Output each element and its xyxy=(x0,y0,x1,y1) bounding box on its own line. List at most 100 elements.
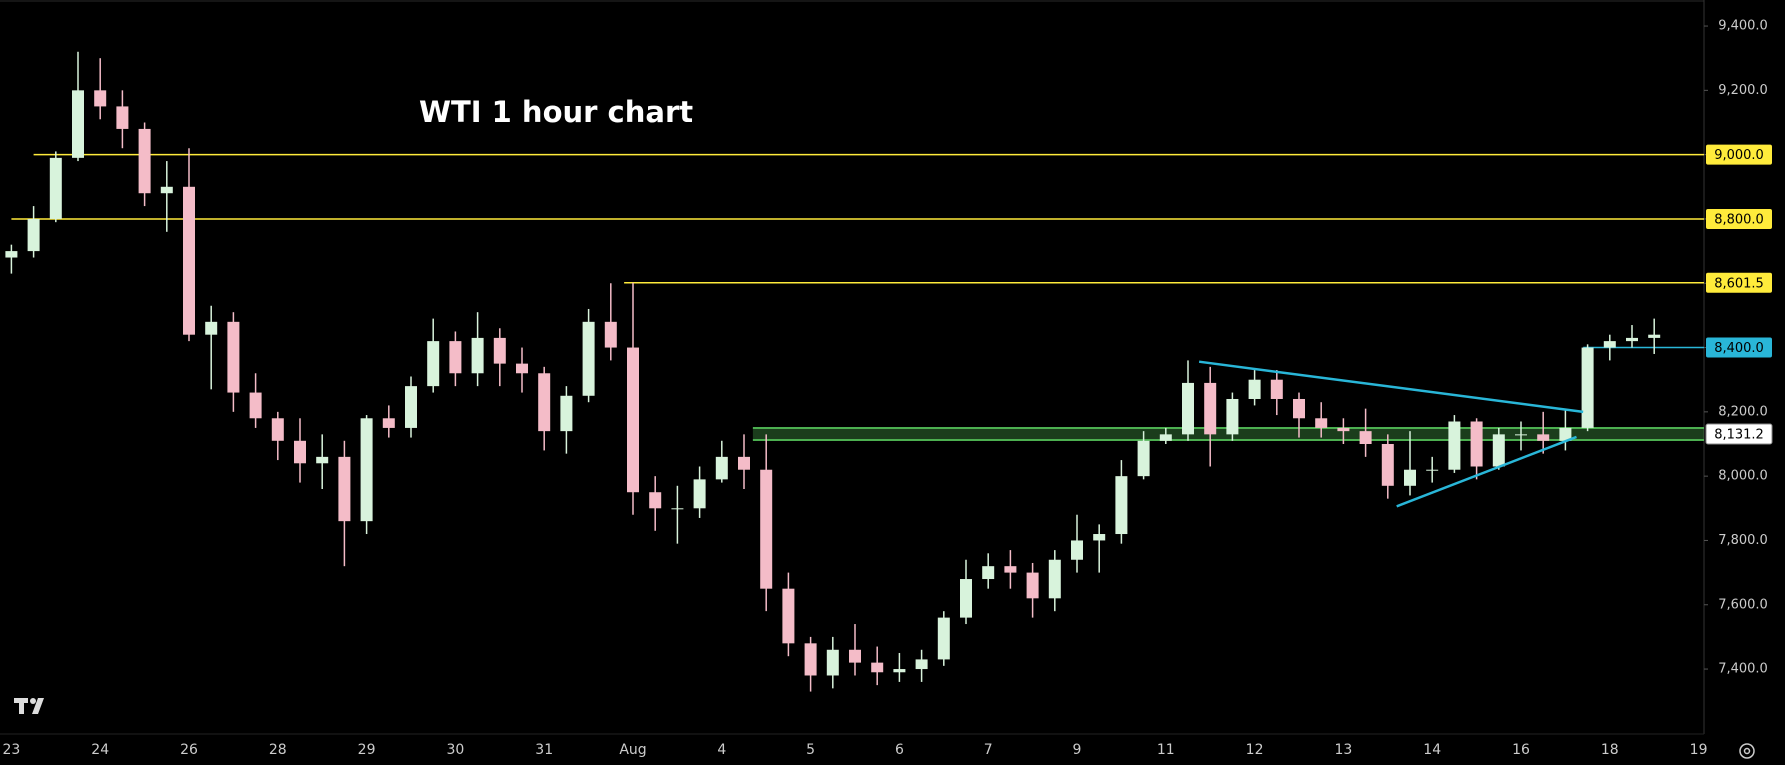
candle-body xyxy=(627,347,639,493)
x-tick-label: 24 xyxy=(91,742,109,758)
candle-body xyxy=(1159,434,1172,441)
price-badge xyxy=(1706,208,1772,229)
candle-body xyxy=(1559,427,1572,441)
x-tick-label: 30 xyxy=(446,742,464,758)
x-tick-label: 29 xyxy=(358,742,376,758)
candle-body xyxy=(1337,427,1350,432)
candle-body xyxy=(1426,469,1439,471)
candle-body xyxy=(94,90,107,107)
tradingview-logo xyxy=(14,698,44,714)
candle-body xyxy=(1093,534,1106,541)
candle-body xyxy=(160,186,173,194)
y-tick-label: 7,400.0 xyxy=(1718,662,1768,677)
candle-body xyxy=(360,418,373,522)
candle-body xyxy=(560,395,573,432)
candle-body xyxy=(1515,434,1527,436)
trendline xyxy=(1396,435,1577,508)
trendline xyxy=(1198,360,1584,414)
candle-body xyxy=(471,337,484,374)
x-tick-label: 9 xyxy=(1073,742,1082,758)
candle-body xyxy=(1315,418,1328,428)
candle-body xyxy=(449,341,462,374)
settings-icon[interactable] xyxy=(1739,743,1755,759)
candle-body xyxy=(649,492,662,509)
candle-body xyxy=(1248,379,1261,399)
candle-body xyxy=(1137,440,1150,477)
x-tick-label: 19 xyxy=(1690,742,1708,758)
candle-body xyxy=(1648,334,1661,338)
candle-body xyxy=(1492,434,1505,467)
x-tick-label: 11 xyxy=(1157,742,1175,758)
price-badge-label: 8,601.5 xyxy=(1714,276,1764,291)
y-tick-label: 9,200.0 xyxy=(1718,83,1768,98)
candle-body xyxy=(27,218,40,252)
x-tick-label: 7 xyxy=(984,742,993,758)
candle-body xyxy=(405,386,417,428)
candle-body xyxy=(826,649,839,676)
x-tick-label: 12 xyxy=(1246,742,1264,758)
price-badge-label: 8,131.2 xyxy=(1714,427,1764,442)
y-tick-label: 8,000.0 xyxy=(1718,469,1768,484)
y-tick-label: 9,400.0 xyxy=(1718,19,1768,34)
price-badge-label: 9,000.0 xyxy=(1714,148,1764,163)
candle-body xyxy=(982,566,995,580)
candle-body xyxy=(249,392,262,419)
candle-body xyxy=(493,337,506,364)
candle-body xyxy=(1448,421,1461,470)
candle-body xyxy=(227,321,240,393)
candle-body xyxy=(782,588,795,644)
price-badge xyxy=(1706,337,1772,358)
candle-body xyxy=(960,579,972,618)
candle-body xyxy=(582,321,595,396)
candle-body xyxy=(804,643,817,676)
x-tick-label: Aug xyxy=(619,742,646,758)
candle-body xyxy=(671,508,684,510)
candle-body xyxy=(715,456,728,480)
candle-body xyxy=(1182,382,1194,435)
candle-body xyxy=(693,479,706,509)
candle-body xyxy=(116,106,129,129)
price-badge xyxy=(1706,144,1772,165)
candle-body xyxy=(538,373,551,432)
x-tick-label: 23 xyxy=(2,742,20,758)
candle-body xyxy=(1626,337,1638,342)
candle-body xyxy=(138,128,151,194)
candle-body xyxy=(1359,431,1372,445)
candle-body xyxy=(183,186,195,335)
chart-title: WTI 1 hour chart xyxy=(419,95,693,129)
x-tick-label: 28 xyxy=(269,742,287,758)
candle-body xyxy=(1026,572,1039,599)
candle-body xyxy=(1537,434,1550,441)
x-tick-label: 26 xyxy=(180,742,198,758)
candle-body xyxy=(604,321,617,348)
candle-body xyxy=(849,649,861,663)
candle-body xyxy=(382,418,395,428)
price-badge xyxy=(1706,272,1772,293)
candle-body xyxy=(937,617,950,660)
candle-body xyxy=(516,363,528,374)
candle-body xyxy=(1226,398,1239,435)
candle-body xyxy=(915,659,928,670)
price-badge xyxy=(1705,423,1773,445)
y-tick-label: 7,800.0 xyxy=(1718,533,1768,548)
candle-body xyxy=(5,251,18,258)
x-tick-label: 4 xyxy=(717,742,726,758)
candle-body xyxy=(72,90,84,158)
candle-body xyxy=(1048,559,1061,599)
candle-body xyxy=(1603,341,1616,348)
candle-body xyxy=(338,456,351,522)
candle-body xyxy=(1404,469,1416,486)
candle-body xyxy=(294,440,306,464)
candle-body xyxy=(1293,398,1305,419)
candle-body xyxy=(1381,444,1394,486)
y-tick-label: 8,200.0 xyxy=(1718,404,1768,419)
candle-body xyxy=(893,669,906,673)
candle-body xyxy=(1470,421,1483,467)
candle-body xyxy=(1004,566,1017,573)
x-tick-label: 31 xyxy=(535,742,553,758)
x-tick-label: 5 xyxy=(806,742,815,758)
price-badge-label: 8,800.0 xyxy=(1714,212,1764,227)
